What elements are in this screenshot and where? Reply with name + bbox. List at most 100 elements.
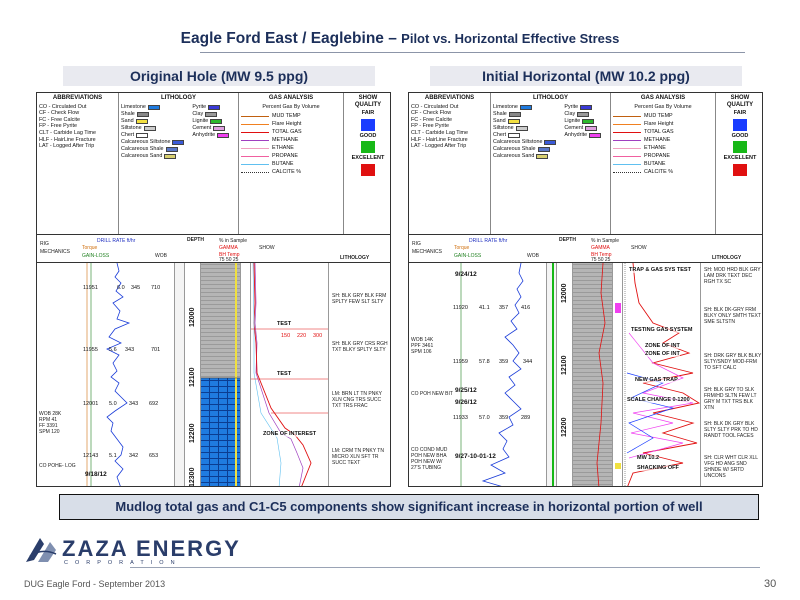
lith-calc-shale: Calcareous Shale <box>121 145 164 152</box>
lith-shale: Shale <box>121 110 135 117</box>
left-row-value-b: 343 <box>129 401 139 407</box>
left-row-value-c: 710 <box>151 285 161 291</box>
pyrite-swatch <box>208 104 221 110</box>
show-quality-heading: SHOW QUALITY <box>354 95 382 108</box>
limestone-swatch <box>147 104 160 110</box>
right-row-value-b: 359 <box>499 415 509 421</box>
show-excellent-label: EXCELLENT <box>351 155 385 162</box>
rig-label: RIG <box>40 241 49 247</box>
gas-analysis-heading: GAS ANALYSIS <box>640 95 686 101</box>
show-good-swatch <box>361 141 375 154</box>
sand-swatch <box>135 118 148 124</box>
abbr-item: FC - Free Calcite <box>411 116 453 123</box>
gamma-label: GAMMA <box>219 245 238 251</box>
abbreviations-heading: ABBREVIATIONS <box>424 95 475 101</box>
bh-temp-label: BH Temp <box>219 252 240 258</box>
show-good-label: GOOD <box>731 132 749 139</box>
show-excellent-swatch <box>733 163 747 176</box>
gas-analysis-heading: GAS ANALYSIS <box>268 95 314 101</box>
calc-sand-swatch <box>536 153 549 159</box>
lith-lignite: Lignite <box>192 117 209 124</box>
left-row-value-a: 5.0 <box>109 401 117 407</box>
right-log-date: 9/25/12 <box>455 387 477 394</box>
gas-butane: BUTANE <box>644 160 666 167</box>
lith-limestone: Limestone <box>493 103 518 110</box>
mechanics-label: MECHANICS <box>412 249 443 255</box>
gain-loss-label: GAIN-LOSS <box>82 253 110 259</box>
cement-swatch <box>213 125 226 131</box>
gas-mud-temp: MUD TEMP <box>272 112 301 119</box>
doc-track <box>175 263 185 486</box>
right-co-label: CO POH NEW BIT <box>411 391 453 397</box>
right-row-depth: 11933 <box>453 415 468 421</box>
gas-analysis-column: GAS ANALYSIS Percent Gas By Volume MUD T… <box>239 93 344 234</box>
left-row-value-b: 343 <box>125 347 135 353</box>
right-row-depth: 11920 <box>453 305 468 311</box>
lith-calc-sand: Calcareous Sand <box>493 152 535 159</box>
abbr-item: CLT - Carbide Lag Time <box>39 129 97 136</box>
lithology-header: LITHOLOGY <box>340 255 370 261</box>
gas-total-gas: TOTAL GAS <box>644 128 674 135</box>
drill-rate-curve <box>460 263 524 486</box>
gas-scale-num: 220 <box>297 333 307 339</box>
torque-label: Torque <box>454 245 470 251</box>
conclusion-banner: Mudlog total gas and C1-C5 components sh… <box>59 494 759 520</box>
gas-analysis-column: GAS ANALYSIS Percent Gas By Volume MUD T… <box>611 93 716 234</box>
lithology-percent-track <box>573 263 613 486</box>
lith-siltstone: Siltstone <box>493 124 514 131</box>
pct-sample-label: % in Sample <box>219 238 248 244</box>
lith-siltstone: Siltstone <box>121 124 142 131</box>
gas-flare-height: Flare Height <box>272 120 302 127</box>
mechanics-label: MECHANICS <box>40 249 71 255</box>
lith-chert: Chert <box>493 131 507 138</box>
depth-track: 12000 12100 12200 12300 <box>185 263 201 486</box>
lith-chert: Chert <box>121 131 135 138</box>
siltstone-swatch <box>143 125 156 131</box>
shale-swatch <box>508 111 521 117</box>
cement-swatch <box>585 125 598 131</box>
abbr-item: FP - Free Pyrite <box>39 123 77 130</box>
left-row-depth: 12143 <box>83 453 99 459</box>
zone-of-interest-callout: ZONE OF INTEREST <box>263 431 317 437</box>
abbr-item: CO - Circulated Out <box>39 103 87 110</box>
sand-swatch <box>507 118 520 124</box>
gas-calcite: CALCITE % <box>644 168 674 175</box>
bh-temp-label: BH Temp <box>591 252 612 258</box>
lithology-percent-track <box>201 263 241 486</box>
left-row-value-a: 5.1 <box>109 453 117 459</box>
footer-event: DUG Eagle Ford - September 2013 <box>24 579 166 589</box>
lithology-legend-column: LITHOLOGY Limestone Shale Sand Siltstone… <box>119 93 239 234</box>
left-row-value-c: 701 <box>151 347 161 353</box>
log-body: 11951 6.0 345 710 11955 5.6 343 701 1200… <box>37 263 390 486</box>
left-row-value-b: 342 <box>129 453 139 459</box>
right-row-value-a: 41.1 <box>479 305 490 311</box>
right-log-date: 9/24/12 <box>455 271 477 278</box>
left-row-value-a: 6.0 <box>117 285 125 291</box>
depth-mark: 12100 <box>189 367 196 387</box>
gas-scale-num: 150 <box>281 333 291 339</box>
rig-label: RIG <box>412 241 421 247</box>
lignite-swatch <box>210 118 223 124</box>
lith-description: SH: BLK DK GRY BLK SLTY SLTY PRK TO HD R… <box>704 421 758 439</box>
lith-calc-siltstone: Calcareous Siltstone <box>121 138 171 145</box>
show-track <box>241 263 251 486</box>
abbr-item: CLT - Carbide Lag Time <box>411 129 469 136</box>
abbr-item: CF - Check Flow <box>39 110 80 117</box>
right-row-value-a: 57.8 <box>479 359 490 365</box>
lith-calc-shale: Calcareous Shale <box>493 145 536 152</box>
lith-description: SH: BLK GRY CRS RGH TXT BLKY SPLTY SLTY <box>332 341 388 353</box>
abbreviations-column: ABBREVIATIONS CO - Circulated Out CF - C… <box>37 93 119 234</box>
left-drilling-params: WOB 28K RPM 41 FF 3391 SPM 120 <box>39 411 62 435</box>
lith-shale: Shale <box>493 110 507 117</box>
left-row-value-c: 692 <box>149 401 159 407</box>
pyrite-swatch <box>580 104 593 110</box>
lith-anhydrite: Anhydrite <box>564 131 588 138</box>
gas-methane: METHANE <box>272 136 299 143</box>
left-row-depth: 11955 <box>83 347 98 353</box>
gas-flare-height: Flare Height <box>644 120 674 127</box>
lith-description: SH: BLK GRY TO SLK FRM/HD SLTN FEW LT GR… <box>704 387 757 411</box>
show-fair-swatch <box>733 118 747 131</box>
depth-mark: 12000 <box>189 307 196 327</box>
scale-change-callout: SCALE CHANGE 0-1200 <box>627 397 690 403</box>
lithology-legend-column: LITHOLOGY Limestone Shale Sand Siltstone… <box>491 93 611 234</box>
